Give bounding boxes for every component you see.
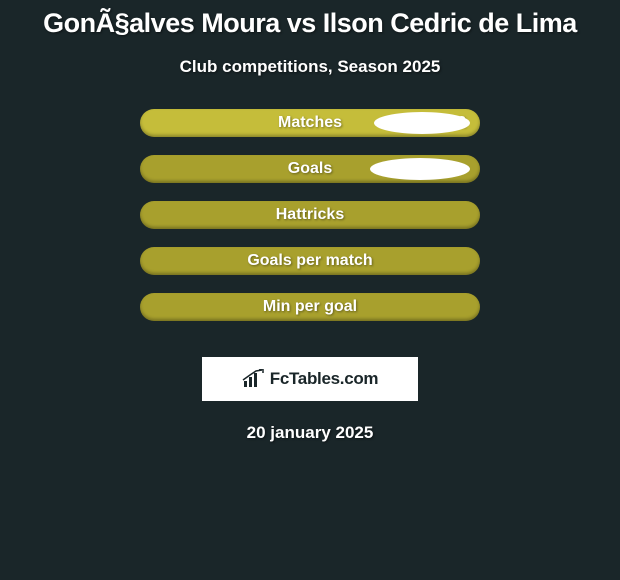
logo-box: FcTables.com [202,357,418,401]
stat-row: Matches2 [140,109,480,137]
stat-label: Min per goal [263,298,357,316]
chart-icon [242,369,266,389]
right-ellipse [370,158,470,180]
stat-bar: Hattricks [140,201,480,229]
stat-label: Goals per match [247,252,372,270]
stat-row: Hattricks [140,201,480,229]
date-label: 20 january 2025 [247,423,374,443]
stat-bar: Goals per match [140,247,480,275]
stat-row: Min per goal [140,293,480,321]
page-title: GonÃ§alves Moura vs Ilson Cedric de Lima [43,8,577,39]
stat-label: Goals [288,160,332,178]
stat-row: Goals per match [140,247,480,275]
stat-bar: Min per goal [140,293,480,321]
subtitle: Club competitions, Season 2025 [180,57,441,77]
stat-label: Matches [278,114,342,132]
stat-row: Goals [140,155,480,183]
logo-text: FcTables.com [270,369,379,389]
stat-label: Hattricks [276,206,344,224]
stats-list: Matches2 Goals Hattricks Goals per match Min… [140,109,480,339]
right-ellipse [374,112,470,134]
